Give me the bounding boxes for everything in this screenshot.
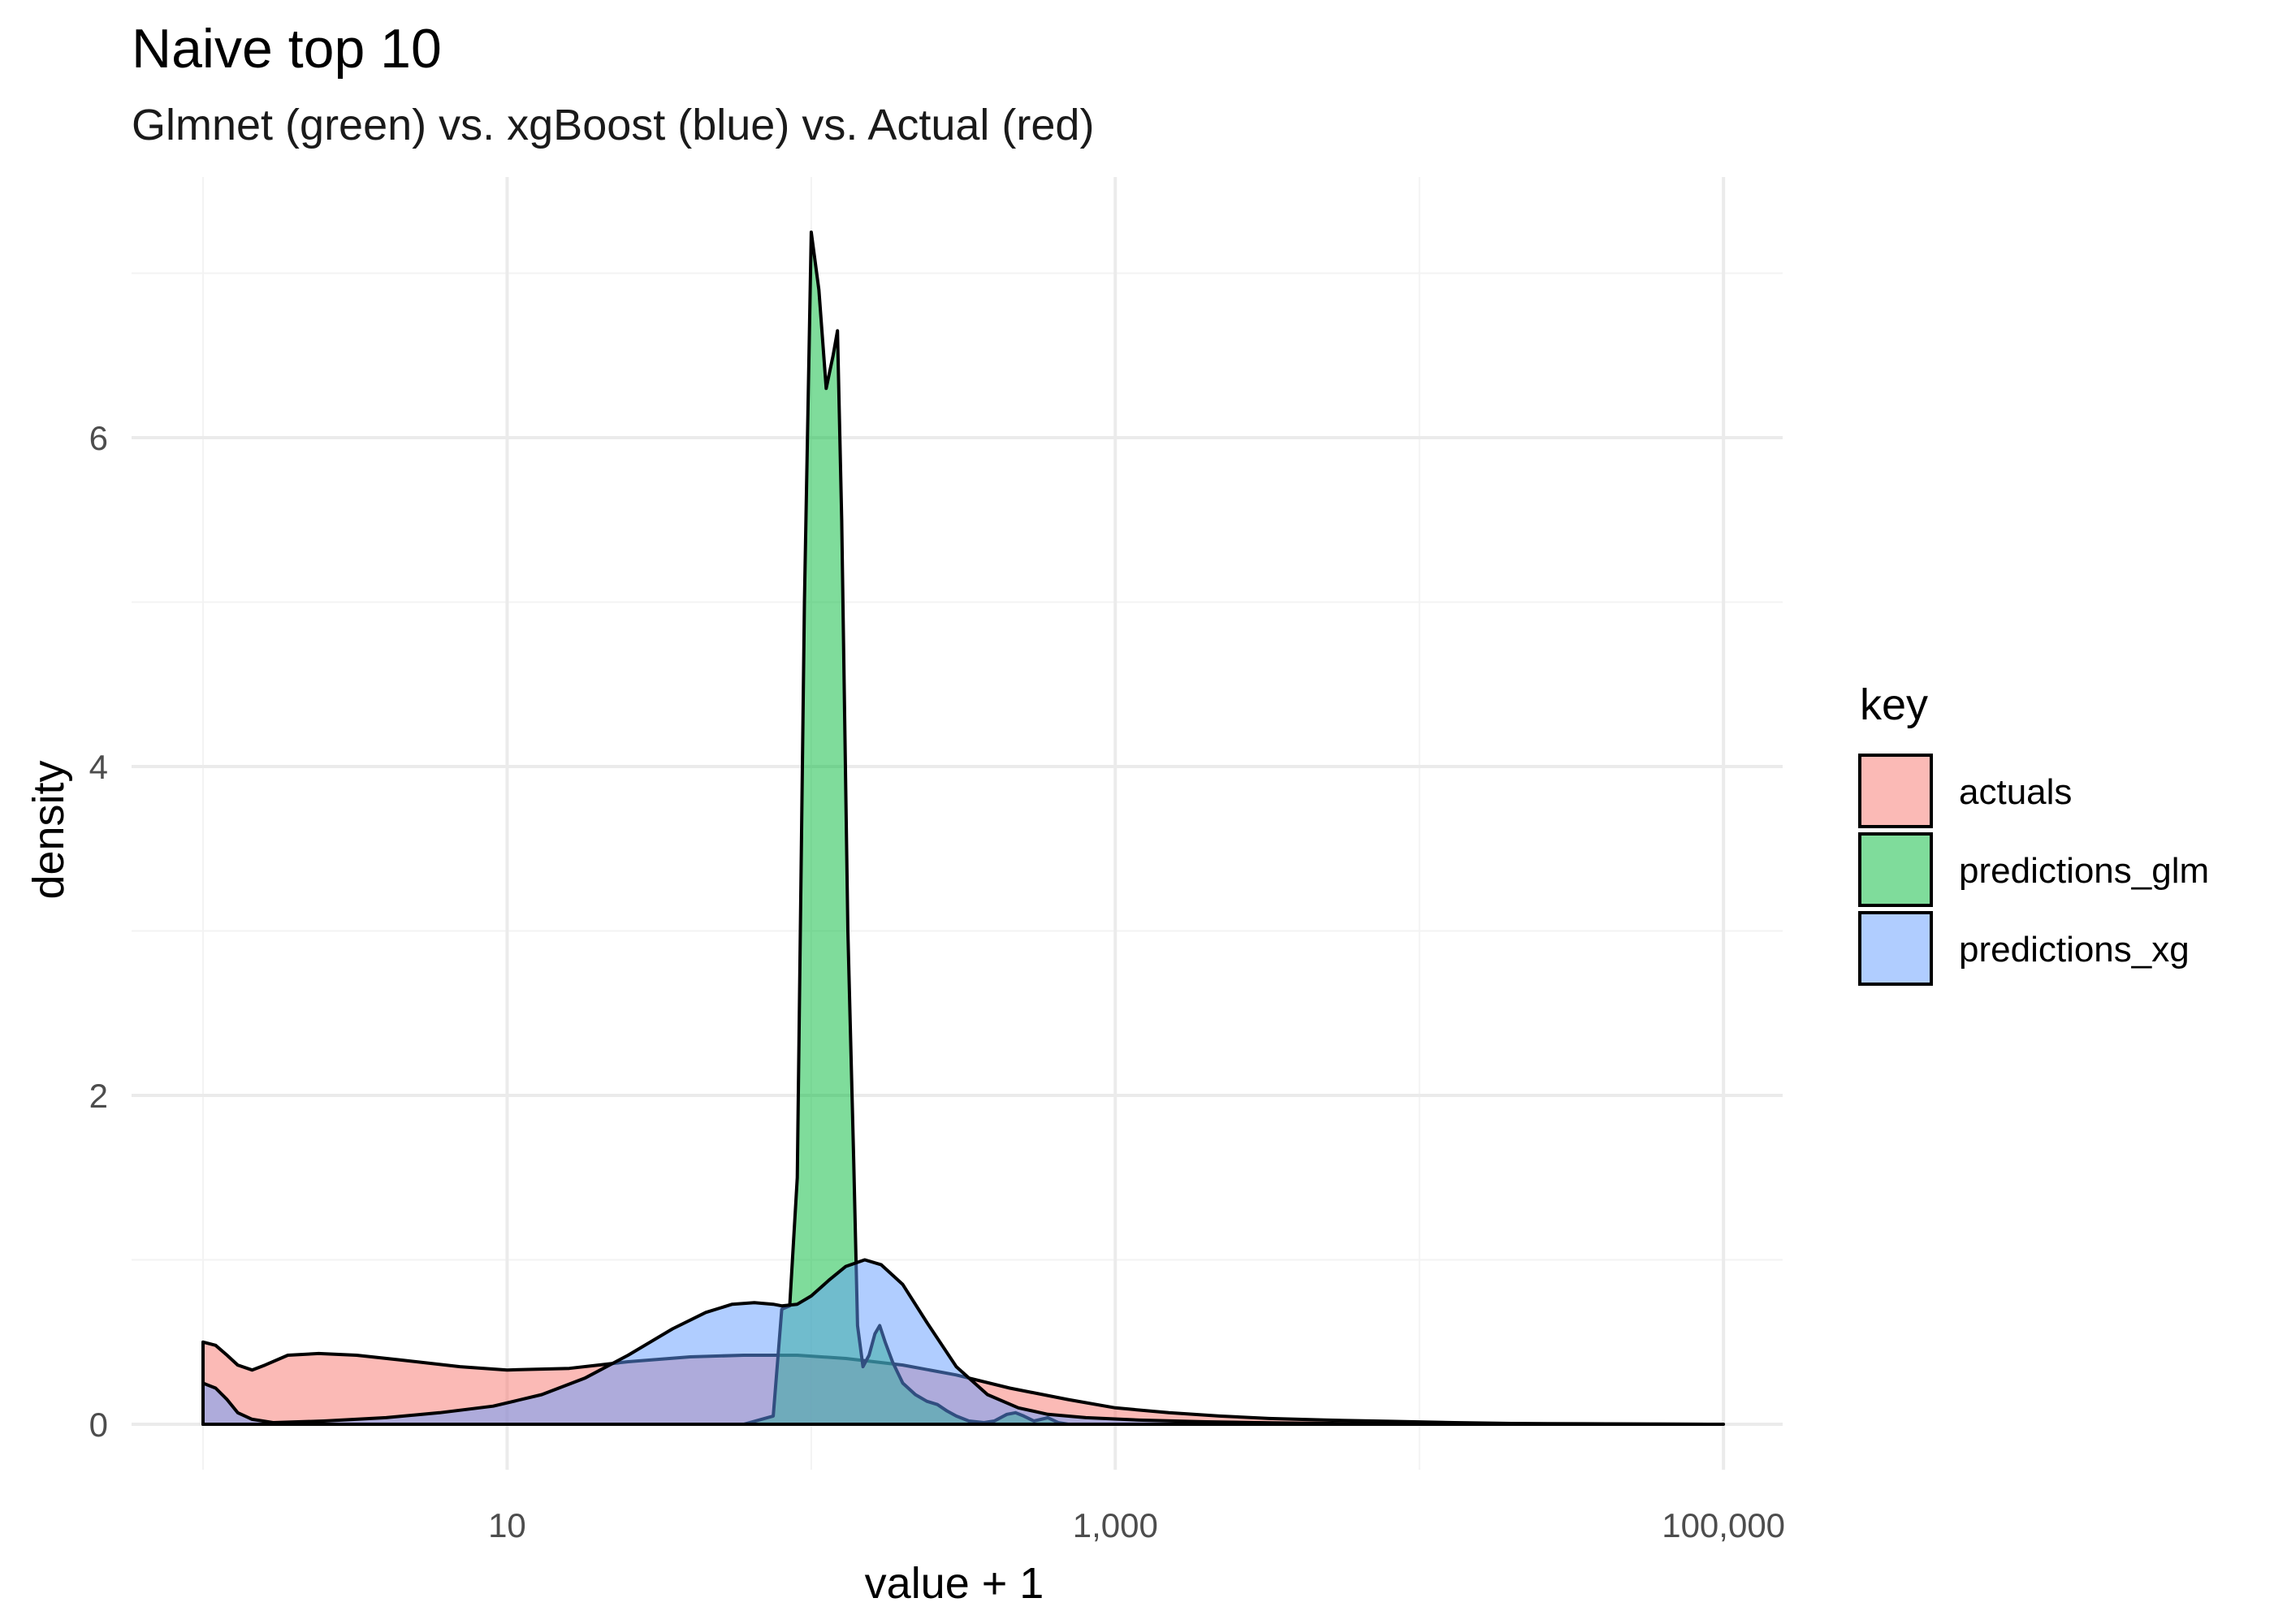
legend-item-predictions-glm: predictions_glm [1858,832,2209,907]
x-tick-label: 10 [488,1506,526,1544]
legend-label: predictions_glm [1959,851,2209,891]
legend-swatch [1858,832,1933,907]
y-tick-label: 0 [89,1406,108,1444]
x-tick-label: 1,000 [1073,1506,1158,1544]
legend-title: key [1860,680,1928,729]
density-area-predictions-glm [201,230,1726,1426]
grid-lines [132,177,1783,1470]
legend-swatch [1858,754,1933,828]
legend-label: predictions_xg [1959,930,2190,970]
legend-items: actuals predictions_glm predictions_xg [1858,754,2209,986]
legend-item-actuals: actuals [1858,754,2072,828]
legend-item-predictions-xg: predictions_xg [1858,911,2190,986]
legend-swatch [1858,911,1933,986]
y-axis-tick-labels: 0 2 4 6 [89,419,108,1444]
y-tick-label: 6 [89,419,108,457]
density-areas [201,230,1726,1426]
x-axis-title: value + 1 [865,1559,1044,1608]
legend-label: actuals [1959,772,2072,812]
density-area-predictions-xg [201,1258,1711,1426]
chart-title: Naive top 10 [132,18,442,80]
y-tick-label: 4 [89,748,108,786]
legend: key actuals predictions_glm predictions_xg [1858,680,2209,986]
x-tick-label: 100,000 [1662,1506,1785,1544]
y-axis-title: density [24,760,73,899]
x-axis-tick-labels: 10 1,000 100,000 [488,1506,1785,1544]
chart-subtitle: Glmnet (green) vs. xgBoost (blue) vs. Ac… [132,101,1094,149]
y-tick-label: 2 [89,1077,108,1115]
